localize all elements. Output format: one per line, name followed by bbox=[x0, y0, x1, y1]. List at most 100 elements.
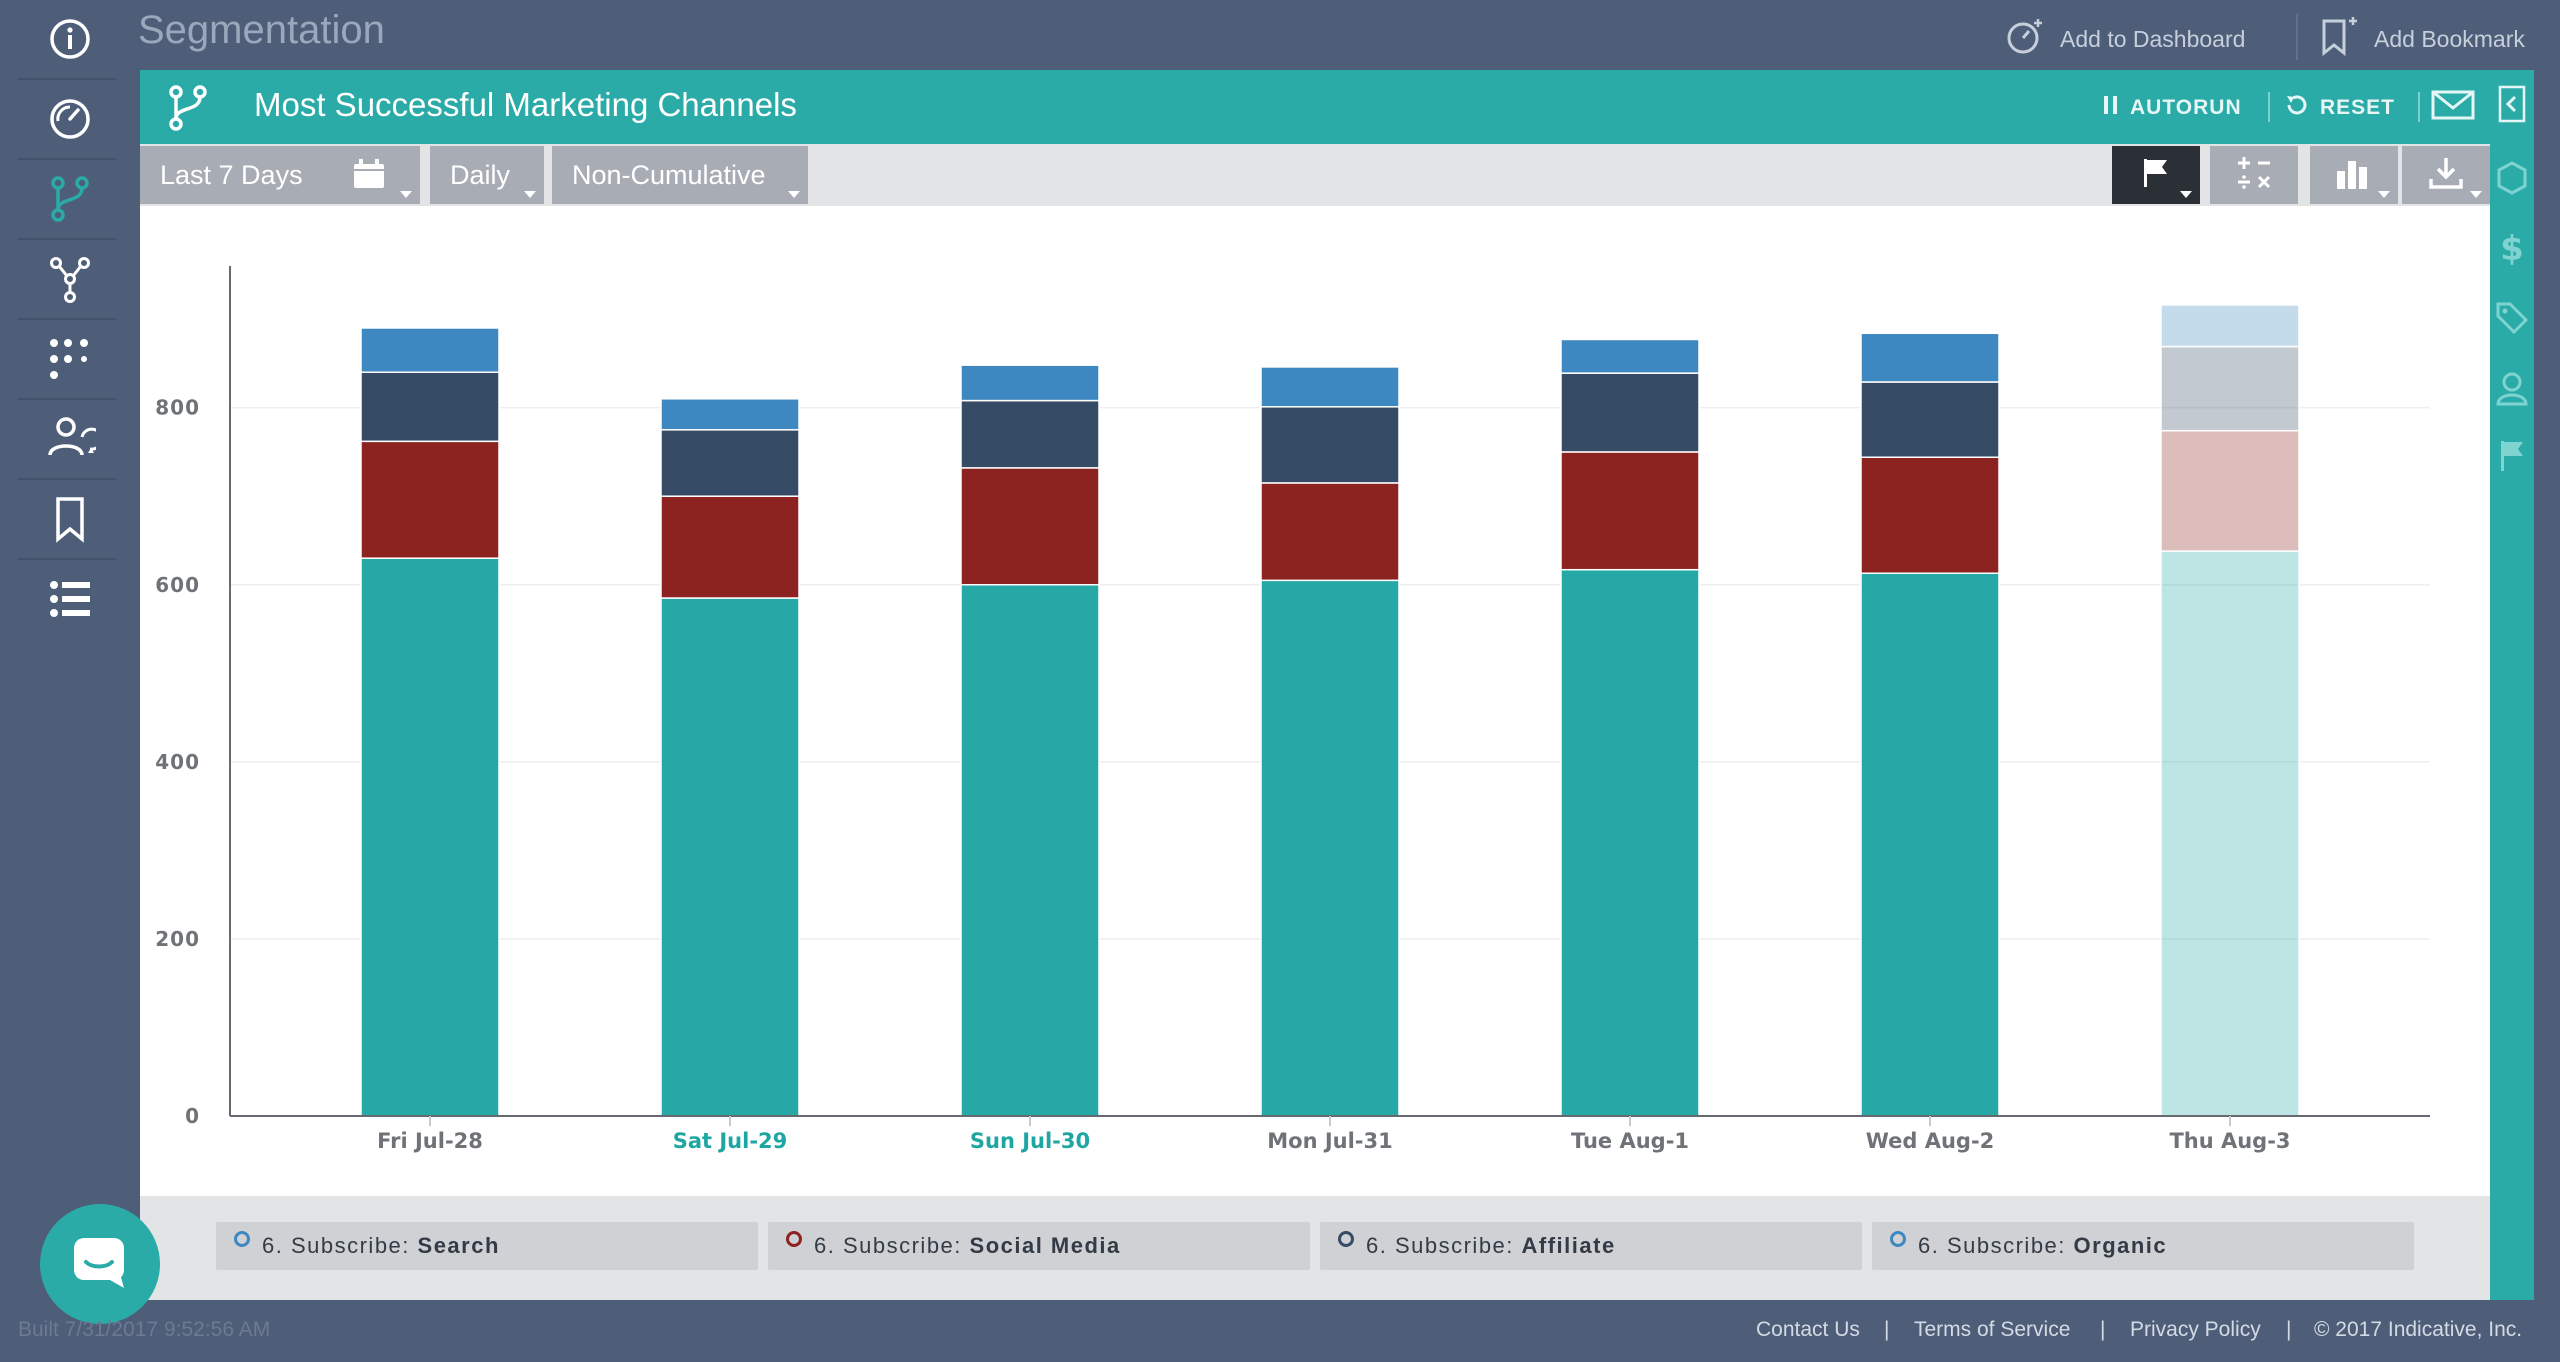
legend-series-name: Social Media bbox=[969, 1233, 1121, 1258]
add-to-dashboard-button[interactable]: Add to Dashboard bbox=[2006, 14, 2245, 64]
top-divider bbox=[2296, 14, 2298, 60]
list-icon[interactable] bbox=[0, 560, 140, 638]
bar-segment-search[interactable] bbox=[660, 398, 800, 431]
bookmark-icon[interactable] bbox=[0, 480, 140, 558]
bar-segment-organic[interactable] bbox=[1560, 568, 1700, 1117]
hexagon-icon[interactable] bbox=[2494, 156, 2530, 200]
svg-text:$: $ bbox=[2500, 229, 2524, 268]
bar-segment-affiliate[interactable] bbox=[1560, 372, 1700, 453]
legend-item-affiliate[interactable]: 6. Subscribe: Affiliate bbox=[1320, 1222, 1862, 1270]
funnel-icon[interactable] bbox=[0, 240, 140, 318]
legend-dot-icon bbox=[1890, 1231, 1906, 1247]
reset-label: RESET bbox=[2320, 96, 2396, 119]
flag-icon bbox=[2140, 156, 2172, 195]
chevron-down-icon bbox=[400, 191, 412, 198]
x-tick-label: Fri Jul-28 bbox=[377, 1129, 483, 1153]
header-divider bbox=[2268, 92, 2270, 122]
legend-item-organic[interactable]: 6. Subscribe: Organic bbox=[1872, 1222, 2414, 1270]
bar-segment-social-media[interactable] bbox=[1860, 456, 2000, 574]
y-tick-label: 800 bbox=[155, 396, 200, 420]
mode-label: Non-Cumulative bbox=[572, 159, 766, 190]
bar-segment-social-media[interactable] bbox=[2160, 429, 2300, 552]
chat-launcher-button[interactable] bbox=[40, 1204, 160, 1324]
interval-label: Daily bbox=[450, 159, 511, 190]
bar-segment-social-media[interactable] bbox=[660, 495, 800, 599]
x-tick-label: Sat Jul-29 bbox=[673, 1129, 788, 1153]
segmentation-panel-icon bbox=[166, 84, 210, 137]
interval-selector[interactable]: Daily bbox=[430, 146, 544, 204]
bar-segment-affiliate[interactable] bbox=[2160, 345, 2300, 432]
bar-segment-social-media[interactable] bbox=[1560, 451, 1700, 571]
bar-segment-organic[interactable] bbox=[660, 597, 800, 1117]
legend-dot-icon bbox=[786, 1231, 802, 1247]
bar-segment-search[interactable] bbox=[2160, 304, 2300, 348]
legend-prefix: 6. Subscribe: bbox=[262, 1233, 418, 1258]
bar-segment-affiliate[interactable] bbox=[1260, 406, 1400, 484]
bar-segment-search[interactable] bbox=[360, 327, 500, 373]
nav-divider bbox=[18, 318, 116, 320]
reset-button[interactable]: RESET bbox=[2284, 90, 2395, 126]
bar-segment-organic[interactable] bbox=[360, 557, 500, 1117]
cumulative-mode-selector[interactable]: Non-Cumulative bbox=[552, 146, 808, 204]
bar-segment-social-media[interactable] bbox=[1260, 482, 1400, 582]
bar-segment-organic[interactable] bbox=[1260, 579, 1400, 1117]
contact-us-link[interactable]: Contact Us bbox=[1756, 1318, 1860, 1341]
nav-divider bbox=[18, 398, 116, 400]
annotations-flag-button[interactable] bbox=[2112, 146, 2200, 204]
left-navigation bbox=[0, 0, 140, 1362]
y-tick-label: 0 bbox=[185, 1104, 200, 1128]
add-bookmark-label: Add Bookmark bbox=[2374, 25, 2525, 52]
privacy-policy-link[interactable]: Privacy Policy bbox=[2130, 1318, 2261, 1341]
legend-prefix: 6. Subscribe: bbox=[1366, 1233, 1522, 1258]
bar-segment-search[interactable] bbox=[1260, 366, 1400, 408]
x-tick-label: Mon Jul-31 bbox=[1267, 1129, 1393, 1153]
terms-of-service-link[interactable]: Terms of Service bbox=[1914, 1318, 2071, 1341]
email-report-icon[interactable] bbox=[2430, 88, 2476, 129]
legend-dot-icon bbox=[1338, 1231, 1354, 1247]
formula-button[interactable] bbox=[2210, 146, 2298, 204]
page-title: Segmentation bbox=[138, 8, 385, 52]
legend-series-name: Affiliate bbox=[1521, 1233, 1616, 1258]
bar-segment-organic[interactable] bbox=[960, 584, 1100, 1117]
segmentation-icon[interactable] bbox=[0, 160, 140, 238]
bar-segment-social-media[interactable] bbox=[360, 440, 500, 559]
legend-prefix: 6. Subscribe: bbox=[1918, 1233, 2074, 1258]
panel-header bbox=[140, 70, 2490, 144]
y-tick-label: 600 bbox=[155, 573, 200, 597]
dashboard-gauge-icon[interactable] bbox=[0, 80, 140, 158]
legend-item-search[interactable]: 6. Subscribe: Search bbox=[216, 1222, 758, 1270]
chevron-down-icon bbox=[2180, 191, 2192, 198]
dollar-icon[interactable]: $ bbox=[2494, 226, 2530, 270]
dashboard-add-icon bbox=[2006, 16, 2046, 62]
bar-segment-search[interactable] bbox=[1860, 332, 2000, 383]
bar-segment-search[interactable] bbox=[1560, 338, 1700, 374]
collapse-panel-icon[interactable] bbox=[2494, 82, 2530, 126]
flag-icon[interactable] bbox=[2494, 434, 2530, 478]
bar-segment-organic[interactable] bbox=[2160, 550, 2300, 1117]
export-button[interactable] bbox=[2402, 146, 2490, 204]
legend-series-name: Organic bbox=[2073, 1233, 2168, 1258]
bar-segment-affiliate[interactable] bbox=[360, 371, 500, 443]
legend-prefix: 6. Subscribe: bbox=[814, 1233, 970, 1258]
user-icon[interactable] bbox=[2494, 366, 2530, 410]
add-bookmark-button[interactable]: Add Bookmark bbox=[2320, 14, 2525, 64]
footer-separator: | bbox=[2100, 1318, 2106, 1341]
copyright-text: © 2017 Indicative, Inc. bbox=[2314, 1318, 2523, 1341]
bar-chart-icon bbox=[2334, 155, 2374, 196]
chart-type-button[interactable] bbox=[2310, 146, 2398, 204]
reset-icon bbox=[2284, 92, 2310, 124]
bar-segment-social-media[interactable] bbox=[960, 467, 1100, 586]
cohort-icon[interactable] bbox=[0, 400, 140, 478]
tag-icon[interactable] bbox=[2494, 296, 2530, 340]
date-range-selector[interactable]: Last 7 Days bbox=[140, 146, 420, 204]
bar-segment-search[interactable] bbox=[960, 364, 1100, 402]
y-tick-label: 200 bbox=[155, 927, 200, 951]
bar-segment-organic[interactable] bbox=[1860, 572, 2000, 1117]
bar-segment-affiliate[interactable] bbox=[660, 429, 800, 497]
autorun-button[interactable]: AUTORUN bbox=[2102, 90, 2242, 126]
multipath-icon[interactable] bbox=[0, 320, 140, 398]
legend-item-social-media[interactable]: 6. Subscribe: Social Media bbox=[768, 1222, 1310, 1270]
bar-segment-affiliate[interactable] bbox=[1860, 381, 2000, 458]
info-icon[interactable] bbox=[0, 0, 140, 78]
bar-segment-affiliate[interactable] bbox=[960, 399, 1100, 469]
